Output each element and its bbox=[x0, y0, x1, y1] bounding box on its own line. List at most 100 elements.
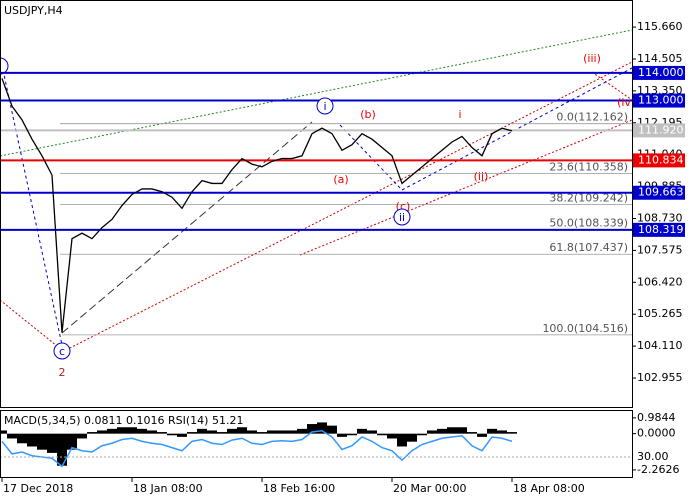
macd-bar bbox=[367, 430, 377, 434]
wave-marker bbox=[393, 208, 411, 226]
x-tick-label: 18 Feb 16:00 bbox=[263, 482, 335, 495]
x-tick-label: 18 Jan 08:00 bbox=[133, 482, 203, 495]
y-tick-label: 0.0000 bbox=[637, 427, 676, 440]
macd-bar bbox=[187, 432, 197, 434]
macd-bar bbox=[287, 430, 297, 434]
level-label: 108.319 bbox=[638, 223, 684, 236]
wave-label: i bbox=[323, 100, 326, 113]
macd-bar bbox=[217, 432, 227, 434]
y-tick-label: 104.110 bbox=[637, 339, 683, 352]
macd-bar bbox=[137, 428, 147, 434]
macd-bar bbox=[157, 432, 167, 434]
fib-label: 23.6(110.358) bbox=[549, 161, 628, 174]
level-box bbox=[633, 153, 685, 168]
macd-bar bbox=[457, 427, 467, 434]
wave-line bbox=[401, 67, 633, 191]
axes: 115.660114.505113.350112.195111.040109.8… bbox=[1, 20, 685, 495]
wave-marker bbox=[316, 97, 334, 115]
macd-bar bbox=[267, 430, 277, 434]
macd-bar bbox=[337, 433, 347, 437]
macd-bar bbox=[387, 433, 397, 439]
wave-label: (ii) bbox=[474, 170, 489, 183]
macd-bar bbox=[227, 428, 237, 434]
macd-bar bbox=[277, 430, 287, 434]
channel-line bbox=[0, 29, 633, 157]
main-frame bbox=[0, 0, 633, 408]
macd-bar bbox=[487, 428, 497, 434]
fib-base-line bbox=[61, 121, 313, 334]
macd-bar bbox=[47, 433, 57, 453]
y-tick-label: 114.505 bbox=[637, 52, 683, 65]
level-label: 114.000 bbox=[638, 66, 684, 79]
y-tick-label: 115.660 bbox=[637, 20, 683, 33]
y-tick-label: 105.265 bbox=[637, 307, 683, 320]
chart-title: USDJPY,H4 bbox=[4, 4, 63, 17]
macd-bar bbox=[117, 427, 127, 434]
rsi-line bbox=[1, 429, 513, 468]
trend-lines bbox=[0, 29, 633, 351]
indicator-panel bbox=[0, 422, 632, 468]
fibonacci: 0.0(112.162) 23.6(110.358) 38.2(109.242) 50… bbox=[0, 71, 632, 336]
macd-bar bbox=[407, 433, 417, 442]
wave-label: (a) bbox=[333, 173, 348, 186]
wave-line bbox=[339, 124, 403, 191]
x-tick-label: 18 Apr 08:00 bbox=[513, 482, 585, 495]
wave-label: c bbox=[59, 345, 65, 358]
macd-bar bbox=[207, 430, 217, 434]
wave-marker bbox=[53, 342, 71, 360]
macd-bar bbox=[477, 433, 487, 437]
macd-bar bbox=[17, 433, 27, 444]
macd-bar bbox=[297, 428, 307, 434]
macd-bar bbox=[77, 433, 87, 439]
wave-line bbox=[591, 71, 633, 101]
y-tick-label: 0.9844 bbox=[637, 411, 676, 424]
indicator-label: MACD(5,34,5) 0.0811 0.1016 RSI(14) 51.21 bbox=[4, 414, 243, 427]
x-tick-label: 20 Mar 00:00 bbox=[393, 482, 466, 495]
level-label: 110.834 bbox=[638, 153, 684, 166]
y-tick-label: 107.575 bbox=[637, 243, 683, 256]
fib-label: 61.8(107.437) bbox=[549, 241, 628, 254]
macd-bar bbox=[397, 433, 407, 447]
level-box bbox=[633, 123, 685, 138]
macd-bar bbox=[327, 425, 337, 434]
macd-bar bbox=[497, 430, 507, 434]
level-box bbox=[633, 222, 685, 237]
macd-bar bbox=[167, 433, 177, 436]
level-box bbox=[633, 185, 685, 200]
macd-bar bbox=[417, 433, 427, 436]
indicator-frame bbox=[0, 410, 633, 478]
y-tick-label: 102.955 bbox=[637, 371, 683, 384]
y-tick-label: 106.420 bbox=[637, 275, 683, 288]
macd-bar bbox=[27, 433, 37, 447]
macd-bar bbox=[127, 427, 137, 434]
macd-bar bbox=[97, 430, 107, 434]
wave-line bbox=[2, 69, 63, 346]
fib-label: 38.2(109.242) bbox=[549, 191, 628, 204]
macd-bar bbox=[507, 432, 517, 434]
macd-bar bbox=[317, 422, 327, 434]
y-tick-label: -2.2626 bbox=[637, 463, 679, 476]
macd-bar bbox=[447, 427, 457, 434]
level-box bbox=[633, 93, 685, 108]
level-label: 111.920 bbox=[638, 123, 684, 136]
macd-bar bbox=[37, 433, 47, 450]
macd-bar bbox=[347, 433, 357, 436]
macd-bar bbox=[197, 428, 207, 434]
level-box bbox=[633, 65, 685, 80]
price-line bbox=[1, 78, 513, 333]
wave-label: 2 bbox=[59, 366, 66, 379]
wave-label: (iv bbox=[617, 96, 631, 109]
macd-bar bbox=[307, 424, 317, 434]
wave-label: ii bbox=[399, 211, 405, 224]
macd-bar bbox=[177, 433, 187, 437]
wave-label: (b) bbox=[360, 108, 376, 121]
macd-bar bbox=[107, 428, 117, 434]
macd-bar bbox=[147, 430, 157, 434]
macd-bar bbox=[357, 428, 367, 434]
macd-bar bbox=[427, 430, 437, 434]
wave-label: i bbox=[458, 108, 461, 121]
macd-bar bbox=[0, 430, 7, 434]
